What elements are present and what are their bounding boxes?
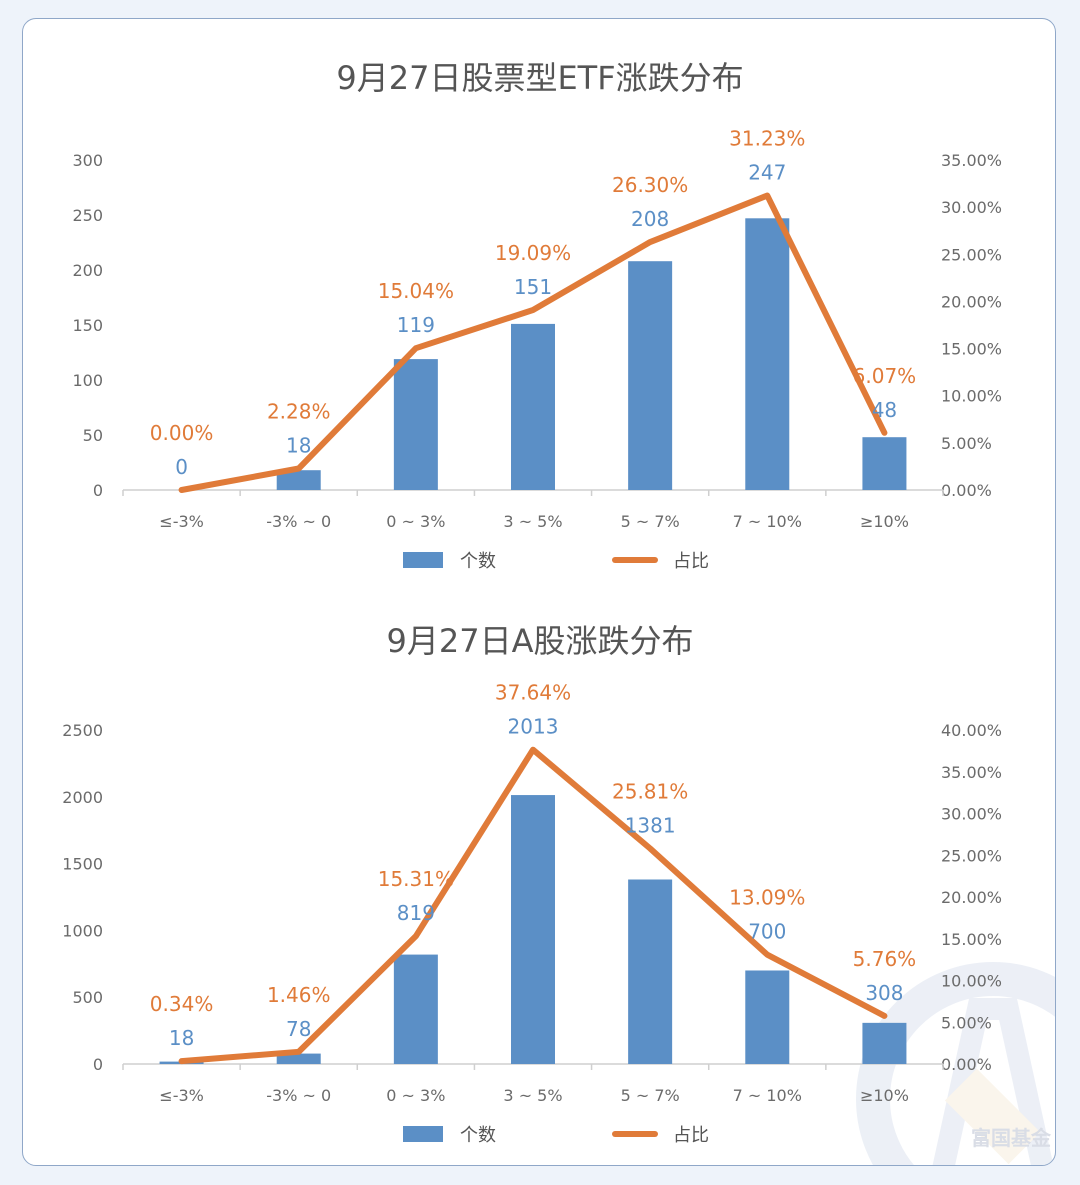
y-right-tick-label: 30.00% xyxy=(941,198,1002,217)
y-right-tick-label: 15.00% xyxy=(941,340,1002,359)
y-right-tick-label: 10.00% xyxy=(941,387,1002,406)
fund-logo-icon xyxy=(856,962,1055,1165)
y-right-tick-label: 35.00% xyxy=(941,763,1002,782)
bar xyxy=(276,470,321,490)
bar-value-label: 0 xyxy=(175,455,188,479)
percent-value-label: 19.09% xyxy=(495,241,571,265)
legend-bar-swatch xyxy=(403,1126,443,1142)
x-category-label: 5 ~ 7% xyxy=(621,1086,680,1105)
x-category-label: ≤-3% xyxy=(159,1086,204,1105)
x-category-label: 5 ~ 7% xyxy=(621,512,680,531)
bar-value-label: 208 xyxy=(631,207,669,231)
percent-value-label: 0.00% xyxy=(150,421,214,445)
percent-value-label: 26.30% xyxy=(612,173,688,197)
x-category-label: 3 ~ 5% xyxy=(503,1086,562,1105)
x-category-label: -3% ~ 0 xyxy=(266,1086,331,1105)
y-right-tick-label: 30.00% xyxy=(941,805,1002,824)
bar xyxy=(628,261,673,490)
bar xyxy=(745,218,790,491)
bar-value-label: 1381 xyxy=(625,813,676,837)
y-right-tick-label: 10.00% xyxy=(941,972,1002,991)
percent-value-label: 6.07% xyxy=(853,364,917,388)
bar xyxy=(628,879,673,1064)
y-right-tick-label: 40.00% xyxy=(941,721,1002,740)
y-left-tick-label: 100 xyxy=(72,371,103,390)
bar-value-label: 2013 xyxy=(508,715,559,739)
y-left-tick-label: 300 xyxy=(72,151,103,170)
y-right-tick-label: 5.00% xyxy=(941,1013,992,1032)
y-left-tick-label: 150 xyxy=(72,316,103,335)
percent-value-label: 25.81% xyxy=(612,779,688,803)
percent-value-label: 2.28% xyxy=(267,400,331,424)
chart-title: 9月27日股票型ETF涨跌分布 xyxy=(336,59,743,97)
x-category-label: ≤-3% xyxy=(159,512,204,531)
percent-line xyxy=(178,746,888,1065)
y-left-tick-label: 1500 xyxy=(62,855,103,874)
y-left-tick-label: 250 xyxy=(72,206,103,225)
x-category-label: ≥10% xyxy=(860,1086,909,1105)
y-right-tick-label: 20.00% xyxy=(941,292,1002,311)
bar-value-label: 119 xyxy=(397,313,435,337)
y-right-tick-label: 20.00% xyxy=(941,888,1002,907)
y-left-tick-label: 2500 xyxy=(62,721,103,740)
bar-value-label: 819 xyxy=(397,901,435,925)
x-category-label: 0 ~ 3% xyxy=(386,1086,445,1105)
y-left-tick-label: 200 xyxy=(72,261,103,280)
bar xyxy=(862,437,907,490)
percent-value-label: 37.64% xyxy=(495,681,571,705)
x-category-label: 0 ~ 3% xyxy=(386,512,445,531)
bar xyxy=(393,954,438,1064)
legend-bar-swatch xyxy=(403,552,443,568)
y-left-tick-label: 0 xyxy=(93,481,103,500)
charts-canvas: 富国基金 9月27日股票型ETF涨跌分布 0 50 100 150 200 250 300 0.… xyxy=(62,59,1055,1165)
y-right-tick-label: 25.00% xyxy=(941,245,1002,264)
y-left-tick-label: 500 xyxy=(72,988,103,1007)
legend-line-label: 占比 xyxy=(673,1125,709,1146)
bar xyxy=(745,970,790,1064)
bar xyxy=(511,323,555,490)
x-category-label: 7 ~ 10% xyxy=(733,512,802,531)
chart-title: 9月27日A股涨跌分布 xyxy=(387,622,694,660)
y-left-tick-label: 50 xyxy=(83,426,103,445)
percent-value-label: 15.04% xyxy=(378,279,454,303)
percent-value-label: 15.31% xyxy=(378,867,454,891)
bar-value-label: 48 xyxy=(872,398,897,422)
percent-value-label: 31.23% xyxy=(729,127,805,151)
bar xyxy=(393,359,438,490)
percent-value-label: 0.34% xyxy=(150,992,214,1016)
bar xyxy=(862,1022,907,1064)
y-right-tick-label: 0.00% xyxy=(941,481,992,500)
percent-value-label: 5.76% xyxy=(853,947,917,971)
bar-value-label: 700 xyxy=(748,920,786,944)
y-left-tick-label: 1000 xyxy=(62,921,103,940)
watermark-brand: 富国基金 xyxy=(971,1126,1052,1150)
y-left-tick-label: 0 xyxy=(93,1055,103,1074)
legend-bar-label: 个数 xyxy=(460,1125,496,1146)
bar-value-label: 18 xyxy=(286,434,311,458)
bar-value-label: 78 xyxy=(286,1017,311,1041)
y-right-tick-label: 25.00% xyxy=(941,846,1002,865)
y-right-tick-label: 5.00% xyxy=(941,434,992,453)
bar-value-label: 151 xyxy=(514,275,552,299)
y-right-tick-label: 35.00% xyxy=(941,151,1002,170)
bar xyxy=(511,795,555,1064)
y-right-tick-label: 0.00% xyxy=(941,1055,992,1074)
x-category-label: -3% ~ 0 xyxy=(266,512,331,531)
bar-value-label: 18 xyxy=(169,1026,194,1050)
x-category-label: ≥10% xyxy=(860,512,909,531)
x-category-label: 7 ~ 10% xyxy=(733,1086,802,1105)
bar-value-label: 308 xyxy=(865,981,903,1005)
percent-line xyxy=(178,192,888,493)
legend-bar-label: 个数 xyxy=(460,551,496,572)
x-category-label: 3 ~ 5% xyxy=(503,512,562,531)
bar-value-label: 247 xyxy=(748,161,786,185)
y-right-tick-label: 15.00% xyxy=(941,930,1002,949)
legend-line-label: 占比 xyxy=(673,551,709,572)
y-left-tick-label: 2000 xyxy=(62,788,103,807)
chart-frame: 富国基金 9月27日股票型ETF涨跌分布 0 50 100 150 200 250 300 0.… xyxy=(22,18,1056,1166)
percent-value-label: 13.09% xyxy=(729,886,805,910)
percent-value-label: 1.46% xyxy=(267,983,331,1007)
bar xyxy=(276,1053,321,1064)
